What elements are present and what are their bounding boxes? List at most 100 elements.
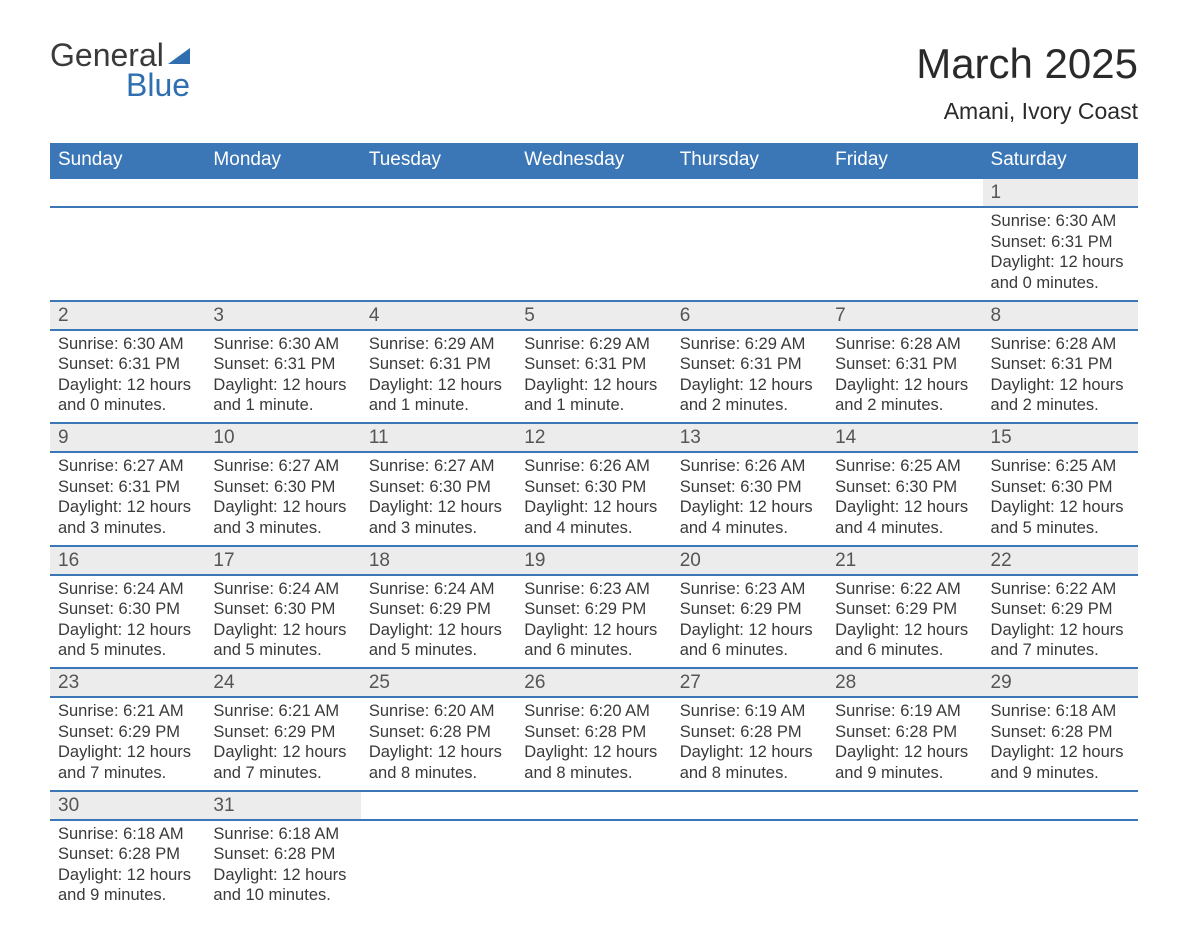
day-info: Sunrise: 6:27 AMSunset: 6:30 PMDaylight:… bbox=[205, 453, 360, 545]
daylight-line1: Daylight: 12 hours bbox=[369, 620, 508, 641]
day-info: Sunrise: 6:25 AMSunset: 6:30 PMDaylight:… bbox=[827, 453, 982, 545]
day-data-cell: Sunrise: 6:27 AMSunset: 6:30 PMDaylight:… bbox=[205, 452, 360, 546]
day-info: Sunrise: 6:29 AMSunset: 6:31 PMDaylight:… bbox=[361, 331, 516, 423]
sunset-line: Sunset: 6:31 PM bbox=[991, 354, 1130, 375]
day-data-cell: Sunrise: 6:24 AMSunset: 6:30 PMDaylight:… bbox=[205, 575, 360, 669]
day-number-cell bbox=[50, 178, 205, 207]
dow-thursday: Thursday bbox=[672, 143, 827, 178]
daylight-line2: and 1 minute. bbox=[524, 395, 663, 416]
day-info: Sunrise: 6:27 AMSunset: 6:30 PMDaylight:… bbox=[361, 453, 516, 545]
sunrise-line: Sunrise: 6:22 AM bbox=[991, 579, 1130, 600]
sunset-line: Sunset: 6:31 PM bbox=[58, 477, 197, 498]
dow-saturday: Saturday bbox=[983, 143, 1138, 178]
day-number: 30 bbox=[50, 792, 205, 819]
day-data-cell: Sunrise: 6:24 AMSunset: 6:30 PMDaylight:… bbox=[50, 575, 205, 669]
week-daydata-row: Sunrise: 6:30 AMSunset: 6:31 PMDaylight:… bbox=[50, 330, 1138, 424]
daylight-line2: and 1 minute. bbox=[213, 395, 352, 416]
daylight-line2: and 3 minutes. bbox=[58, 518, 197, 539]
day-number: 21 bbox=[827, 547, 982, 574]
daylight-line1: Daylight: 12 hours bbox=[213, 865, 352, 886]
sunrise-line: Sunrise: 6:29 AM bbox=[369, 334, 508, 355]
sunrise-line: Sunrise: 6:21 AM bbox=[58, 701, 197, 722]
daylight-line1: Daylight: 12 hours bbox=[58, 620, 197, 641]
day-info: Sunrise: 6:28 AMSunset: 6:31 PMDaylight:… bbox=[827, 331, 982, 423]
week-daynum-row: 3031 bbox=[50, 791, 1138, 820]
day-data-cell bbox=[827, 820, 982, 913]
sunset-line: Sunset: 6:29 PM bbox=[524, 599, 663, 620]
day-info: Sunrise: 6:19 AMSunset: 6:28 PMDaylight:… bbox=[827, 698, 982, 790]
sunrise-line: Sunrise: 6:21 AM bbox=[213, 701, 352, 722]
sunset-line: Sunset: 6:30 PM bbox=[680, 477, 819, 498]
day-number: 27 bbox=[672, 669, 827, 696]
day-data-cell bbox=[672, 207, 827, 301]
daylight-line1: Daylight: 12 hours bbox=[213, 375, 352, 396]
day-info: Sunrise: 6:23 AMSunset: 6:29 PMDaylight:… bbox=[672, 576, 827, 668]
sunrise-line: Sunrise: 6:24 AM bbox=[58, 579, 197, 600]
sunrise-line: Sunrise: 6:28 AM bbox=[991, 334, 1130, 355]
day-data-cell: Sunrise: 6:27 AMSunset: 6:30 PMDaylight:… bbox=[361, 452, 516, 546]
sunrise-line: Sunrise: 6:29 AM bbox=[524, 334, 663, 355]
day-number-cell: 11 bbox=[361, 423, 516, 452]
day-data-cell: Sunrise: 6:22 AMSunset: 6:29 PMDaylight:… bbox=[983, 575, 1138, 669]
day-data-cell: Sunrise: 6:29 AMSunset: 6:31 PMDaylight:… bbox=[672, 330, 827, 424]
day-info: Sunrise: 6:18 AMSunset: 6:28 PMDaylight:… bbox=[50, 821, 205, 913]
day-number-cell bbox=[516, 791, 671, 820]
daylight-line1: Daylight: 12 hours bbox=[991, 497, 1130, 518]
daylight-line1: Daylight: 12 hours bbox=[835, 742, 974, 763]
daylight-line2: and 8 minutes. bbox=[524, 763, 663, 784]
daylight-line1: Daylight: 12 hours bbox=[369, 497, 508, 518]
day-number: 10 bbox=[205, 424, 360, 451]
daylight-line1: Daylight: 12 hours bbox=[991, 375, 1130, 396]
day-data-cell: Sunrise: 6:30 AMSunset: 6:31 PMDaylight:… bbox=[50, 330, 205, 424]
sunset-line: Sunset: 6:31 PM bbox=[58, 354, 197, 375]
day-number-cell: 23 bbox=[50, 668, 205, 697]
sunset-line: Sunset: 6:31 PM bbox=[369, 354, 508, 375]
day-info: Sunrise: 6:19 AMSunset: 6:28 PMDaylight:… bbox=[672, 698, 827, 790]
daylight-line1: Daylight: 12 hours bbox=[213, 497, 352, 518]
daylight-line1: Daylight: 12 hours bbox=[835, 497, 974, 518]
daylight-line2: and 2 minutes. bbox=[991, 395, 1130, 416]
day-number: 19 bbox=[516, 547, 671, 574]
daylight-line2: and 9 minutes. bbox=[991, 763, 1130, 784]
daylight-line2: and 4 minutes. bbox=[680, 518, 819, 539]
day-data-cell bbox=[983, 820, 1138, 913]
daylight-line1: Daylight: 12 hours bbox=[58, 497, 197, 518]
sunrise-line: Sunrise: 6:18 AM bbox=[58, 824, 197, 845]
sunset-line: Sunset: 6:29 PM bbox=[58, 722, 197, 743]
day-number-cell: 14 bbox=[827, 423, 982, 452]
daylight-line2: and 2 minutes. bbox=[835, 395, 974, 416]
week-daydata-row: Sunrise: 6:24 AMSunset: 6:30 PMDaylight:… bbox=[50, 575, 1138, 669]
day-number-cell: 26 bbox=[516, 668, 671, 697]
day-data-cell bbox=[516, 820, 671, 913]
dow-sunday: Sunday bbox=[50, 143, 205, 178]
day-number: 5 bbox=[516, 302, 671, 329]
day-number-cell: 16 bbox=[50, 546, 205, 575]
week-daynum-row: 23242526272829 bbox=[50, 668, 1138, 697]
day-info: Sunrise: 6:21 AMSunset: 6:29 PMDaylight:… bbox=[205, 698, 360, 790]
sunrise-line: Sunrise: 6:28 AM bbox=[835, 334, 974, 355]
day-info: Sunrise: 6:20 AMSunset: 6:28 PMDaylight:… bbox=[361, 698, 516, 790]
day-data-cell: Sunrise: 6:18 AMSunset: 6:28 PMDaylight:… bbox=[205, 820, 360, 913]
day-number-cell bbox=[205, 178, 360, 207]
daylight-line2: and 7 minutes. bbox=[991, 640, 1130, 661]
day-number: 23 bbox=[50, 669, 205, 696]
day-number-cell: 1 bbox=[983, 178, 1138, 207]
day-number-cell: 20 bbox=[672, 546, 827, 575]
daylight-line1: Daylight: 12 hours bbox=[58, 742, 197, 763]
day-number: 20 bbox=[672, 547, 827, 574]
title-block: March 2025 Amani, Ivory Coast bbox=[916, 40, 1138, 125]
sunrise-line: Sunrise: 6:27 AM bbox=[58, 456, 197, 477]
daylight-line1: Daylight: 12 hours bbox=[524, 375, 663, 396]
daylight-line1: Daylight: 12 hours bbox=[524, 742, 663, 763]
sunset-line: Sunset: 6:31 PM bbox=[213, 354, 352, 375]
week-daynum-row: 2345678 bbox=[50, 301, 1138, 330]
day-number: 17 bbox=[205, 547, 360, 574]
week-daydata-row: Sunrise: 6:18 AMSunset: 6:28 PMDaylight:… bbox=[50, 820, 1138, 913]
day-data-cell: Sunrise: 6:19 AMSunset: 6:28 PMDaylight:… bbox=[672, 697, 827, 791]
sunset-line: Sunset: 6:29 PM bbox=[213, 722, 352, 743]
sunrise-line: Sunrise: 6:19 AM bbox=[835, 701, 974, 722]
day-info: Sunrise: 6:30 AMSunset: 6:31 PMDaylight:… bbox=[983, 208, 1138, 300]
day-data-cell: Sunrise: 6:20 AMSunset: 6:28 PMDaylight:… bbox=[516, 697, 671, 791]
day-info: Sunrise: 6:23 AMSunset: 6:29 PMDaylight:… bbox=[516, 576, 671, 668]
sunrise-line: Sunrise: 6:25 AM bbox=[991, 456, 1130, 477]
